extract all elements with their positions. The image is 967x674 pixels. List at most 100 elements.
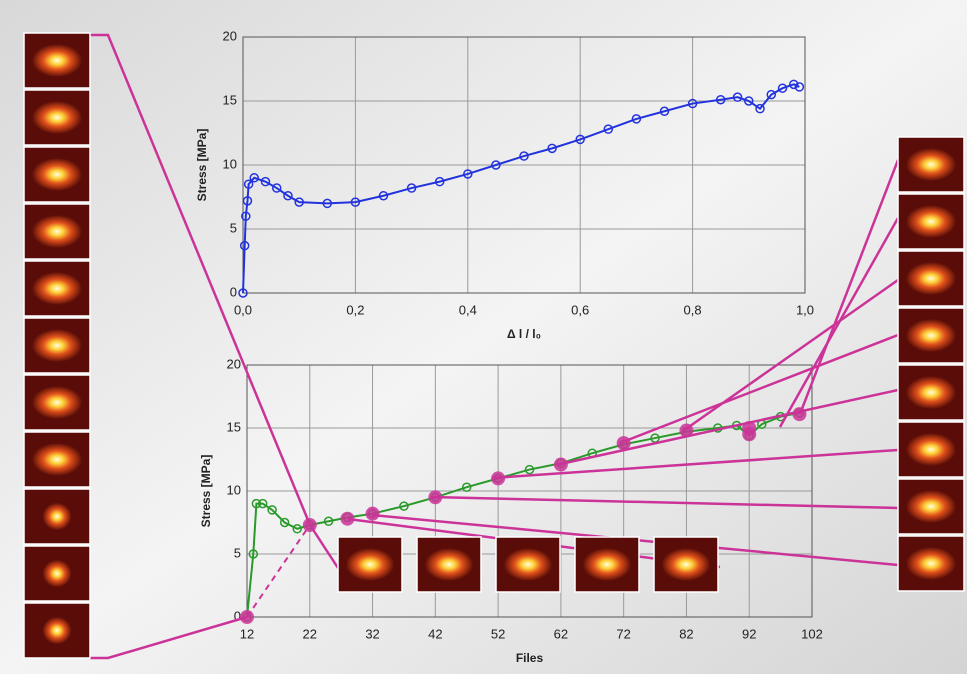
y-tick-label: 5 (234, 545, 241, 560)
data-point (547, 143, 557, 154)
data-point (406, 183, 417, 193)
data-point (257, 498, 268, 509)
data-point (575, 134, 585, 145)
connector (430, 495, 899, 510)
data-point (744, 96, 754, 106)
connector (798, 159, 900, 415)
thumbnail-spot (905, 319, 957, 352)
data-point (267, 505, 277, 515)
x-tick-label: 0,2 (346, 302, 364, 317)
x-tick-label: 22 (303, 626, 317, 641)
y-tick-label: 15 (223, 92, 237, 107)
data-point (794, 82, 805, 92)
thumbnail-spot (905, 547, 957, 580)
x-axis-title: Files (516, 651, 544, 665)
data-point (242, 196, 253, 206)
dashed-link (246, 524, 311, 618)
data-point (294, 197, 304, 207)
data-point (766, 89, 777, 100)
data-point (789, 79, 799, 90)
thumbnail-spot (582, 548, 632, 581)
x-tick-label: 72 (616, 626, 630, 641)
data-point (239, 240, 250, 251)
data-point (659, 106, 670, 116)
frame (242, 36, 806, 294)
connector (90, 33, 312, 526)
x-tick-label: 0,6 (571, 302, 589, 317)
highlight-point (792, 407, 807, 422)
y-tick-label: 10 (227, 482, 241, 497)
y-tick-label: 15 (227, 419, 241, 434)
y-tick-label: 20 (223, 28, 237, 43)
data-point (461, 482, 472, 492)
x-tick-label: 0,0 (234, 302, 252, 317)
data-point (279, 517, 290, 528)
data-point (524, 464, 535, 475)
thumbnail-spot (661, 548, 711, 581)
thumbnail-spot (31, 386, 83, 419)
x-tick-label: 0,8 (684, 302, 702, 317)
thumbnail-spot (424, 548, 474, 581)
data-point (631, 114, 642, 124)
x-tick-label: 42 (428, 626, 442, 641)
x-tick-label: 12 (240, 626, 254, 641)
x-tick-label: 32 (365, 626, 379, 641)
data-point (463, 169, 473, 179)
x-tick-label: 0,4 (459, 302, 477, 317)
thumbnail-spot (905, 433, 957, 466)
x-tick-label: 102 (801, 626, 823, 641)
thumbnail-spot (31, 272, 83, 305)
frame (246, 364, 813, 618)
data-point (283, 190, 293, 201)
data-point (241, 211, 251, 221)
connector (619, 333, 899, 445)
thumbnail-spot (905, 148, 957, 181)
x-tick-label: 1,0 (796, 302, 814, 317)
y-tick-label: 0 (230, 284, 237, 299)
thumbnail-spot (503, 548, 553, 581)
x-tick-label: 82 (679, 626, 693, 641)
thumbnail-spot (42, 502, 72, 531)
data-point (271, 183, 282, 193)
data-point (260, 176, 271, 187)
y-tick-label: 0 (234, 608, 241, 623)
thumbnail-spot (31, 215, 83, 248)
chart: 0 5 10 15 20 0,0 0,2 0,4 0,6 0,8 1,0 Δ l / l₀ Stress… (195, 28, 814, 341)
thumbnail-spot (42, 616, 72, 645)
data-point (755, 103, 765, 114)
thumbnail-spot (345, 548, 395, 581)
data-line (242, 83, 800, 294)
highlight-point (742, 427, 757, 442)
connectors (90, 33, 900, 660)
data-point (399, 501, 409, 511)
thumbnail-spot (31, 44, 83, 77)
data-point (687, 98, 698, 109)
data-point (491, 160, 501, 170)
connector (491, 448, 899, 480)
data-point (251, 498, 262, 509)
thumbnail-spot (905, 490, 957, 523)
thumbnail (23, 545, 91, 602)
thumbnail-spot (31, 443, 83, 476)
connector (90, 615, 248, 660)
data-point (715, 94, 726, 105)
data-point (603, 124, 614, 134)
x-tick-label: 62 (554, 626, 568, 641)
thumbnail-spot (31, 158, 83, 191)
data-point (323, 516, 334, 526)
y-tick-label: 20 (227, 356, 241, 371)
data-point (519, 151, 529, 161)
highlight-point (365, 506, 380, 521)
thumbnail-spot (31, 101, 83, 134)
thumbnail-spot (31, 329, 83, 362)
thumbnails (23, 32, 965, 659)
thumbnail-spot (905, 376, 957, 409)
data-point (322, 198, 333, 209)
y-axis-title: Stress [MPa] (195, 129, 209, 202)
data-point (378, 190, 389, 201)
x-axis-title: Δ l / l₀ (507, 327, 541, 341)
data-point (350, 197, 361, 207)
connector (308, 524, 340, 569)
